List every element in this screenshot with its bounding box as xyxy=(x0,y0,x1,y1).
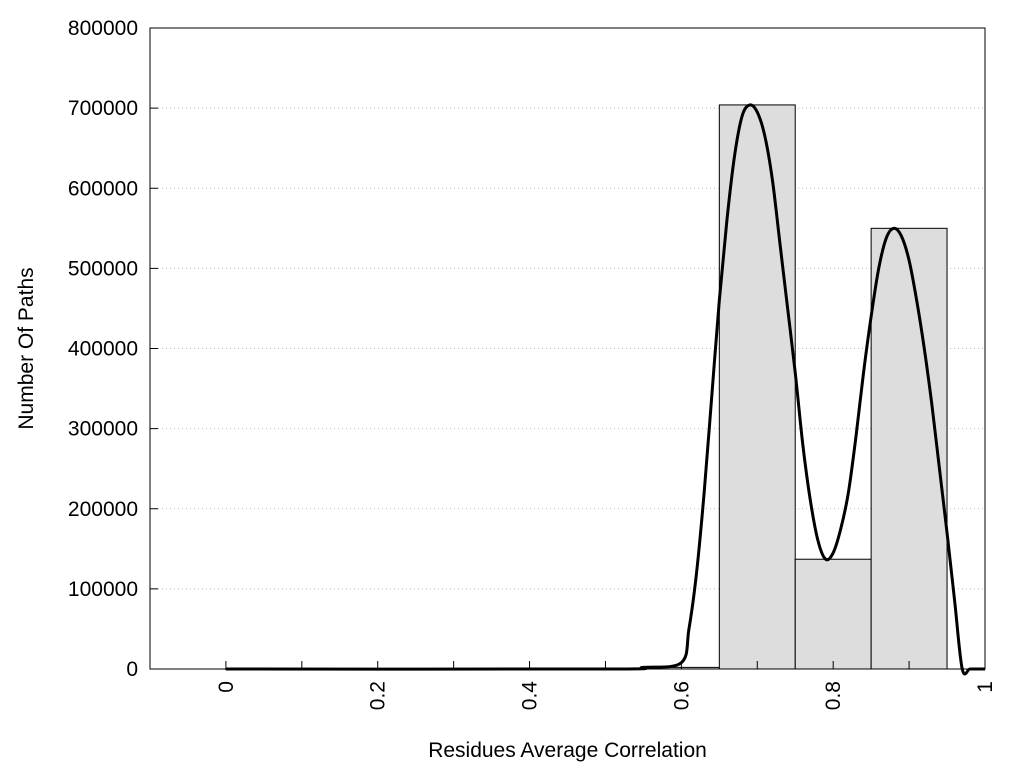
x-axis-label: Residues Average Correlation xyxy=(428,739,707,762)
y-tick-label: 600000 xyxy=(68,177,138,200)
y-tick-label: 200000 xyxy=(68,498,138,521)
y-tick-label: 300000 xyxy=(68,418,138,441)
x-tick-label: 0.6 xyxy=(670,681,693,710)
histogram-bars xyxy=(225,104,948,670)
y-tick-label: 800000 xyxy=(68,17,138,40)
grid-lines xyxy=(150,107,985,590)
x-tick-label: 0.4 xyxy=(519,681,542,711)
y-tick-label: 500000 xyxy=(68,257,138,280)
y-tick-label: 100000 xyxy=(68,578,138,601)
x-tick-label: 0 xyxy=(215,681,238,693)
histogram-bar xyxy=(870,227,948,670)
y-axis-ticks: 0 100000 200000 300000 400000 500000 600000 700… xyxy=(68,17,158,681)
y-axis-label: Number Of Paths xyxy=(15,267,38,429)
x-axis-ticks: 0 0.2 0.4 0.6 0.8 1 xyxy=(215,661,997,710)
x-tick-label: 0.2 xyxy=(367,681,390,710)
y-tick-label: 700000 xyxy=(68,97,138,120)
y-tick-label: 400000 xyxy=(68,338,138,361)
x-tick-label: 0.8 xyxy=(822,681,845,710)
y-tick-label: 0 xyxy=(126,658,138,681)
histogram-bar xyxy=(718,104,796,670)
x-tick-label: 1 xyxy=(974,681,997,693)
fitted-curve xyxy=(225,103,985,676)
histogram-bar xyxy=(794,558,872,670)
